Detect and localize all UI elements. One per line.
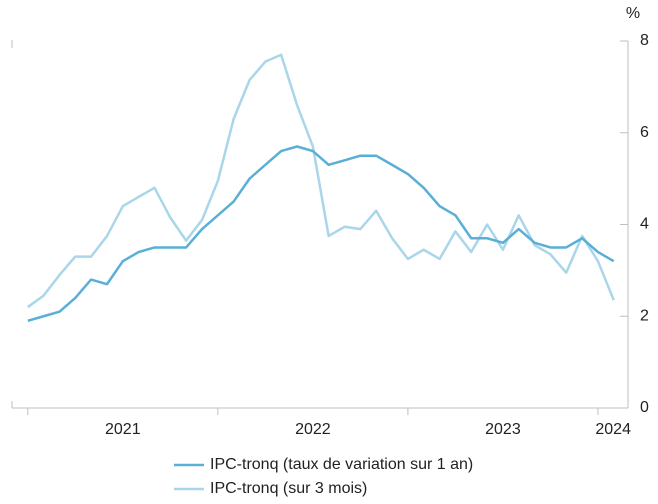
x-tick-label: 2021 (105, 421, 141, 438)
x-tick-label: 2022 (295, 421, 331, 438)
y-tick-label: 0 (640, 399, 649, 416)
x-tick-label: 2023 (485, 421, 521, 438)
legend-label: IPC-tronq (sur 3 mois) (210, 480, 367, 497)
series-line (27, 53, 615, 309)
y-tick-label: 6 (640, 124, 649, 141)
y-unit: % (626, 5, 640, 22)
y-tick-label: 4 (640, 216, 649, 233)
x-tick-label: 2024 (595, 421, 631, 438)
legend-label: IPC-tronq (taux de variation sur 1 an) (210, 456, 473, 473)
y-tick-label: 8 (640, 32, 649, 49)
y-tick-label: 2 (640, 307, 649, 324)
series-line (27, 145, 615, 323)
